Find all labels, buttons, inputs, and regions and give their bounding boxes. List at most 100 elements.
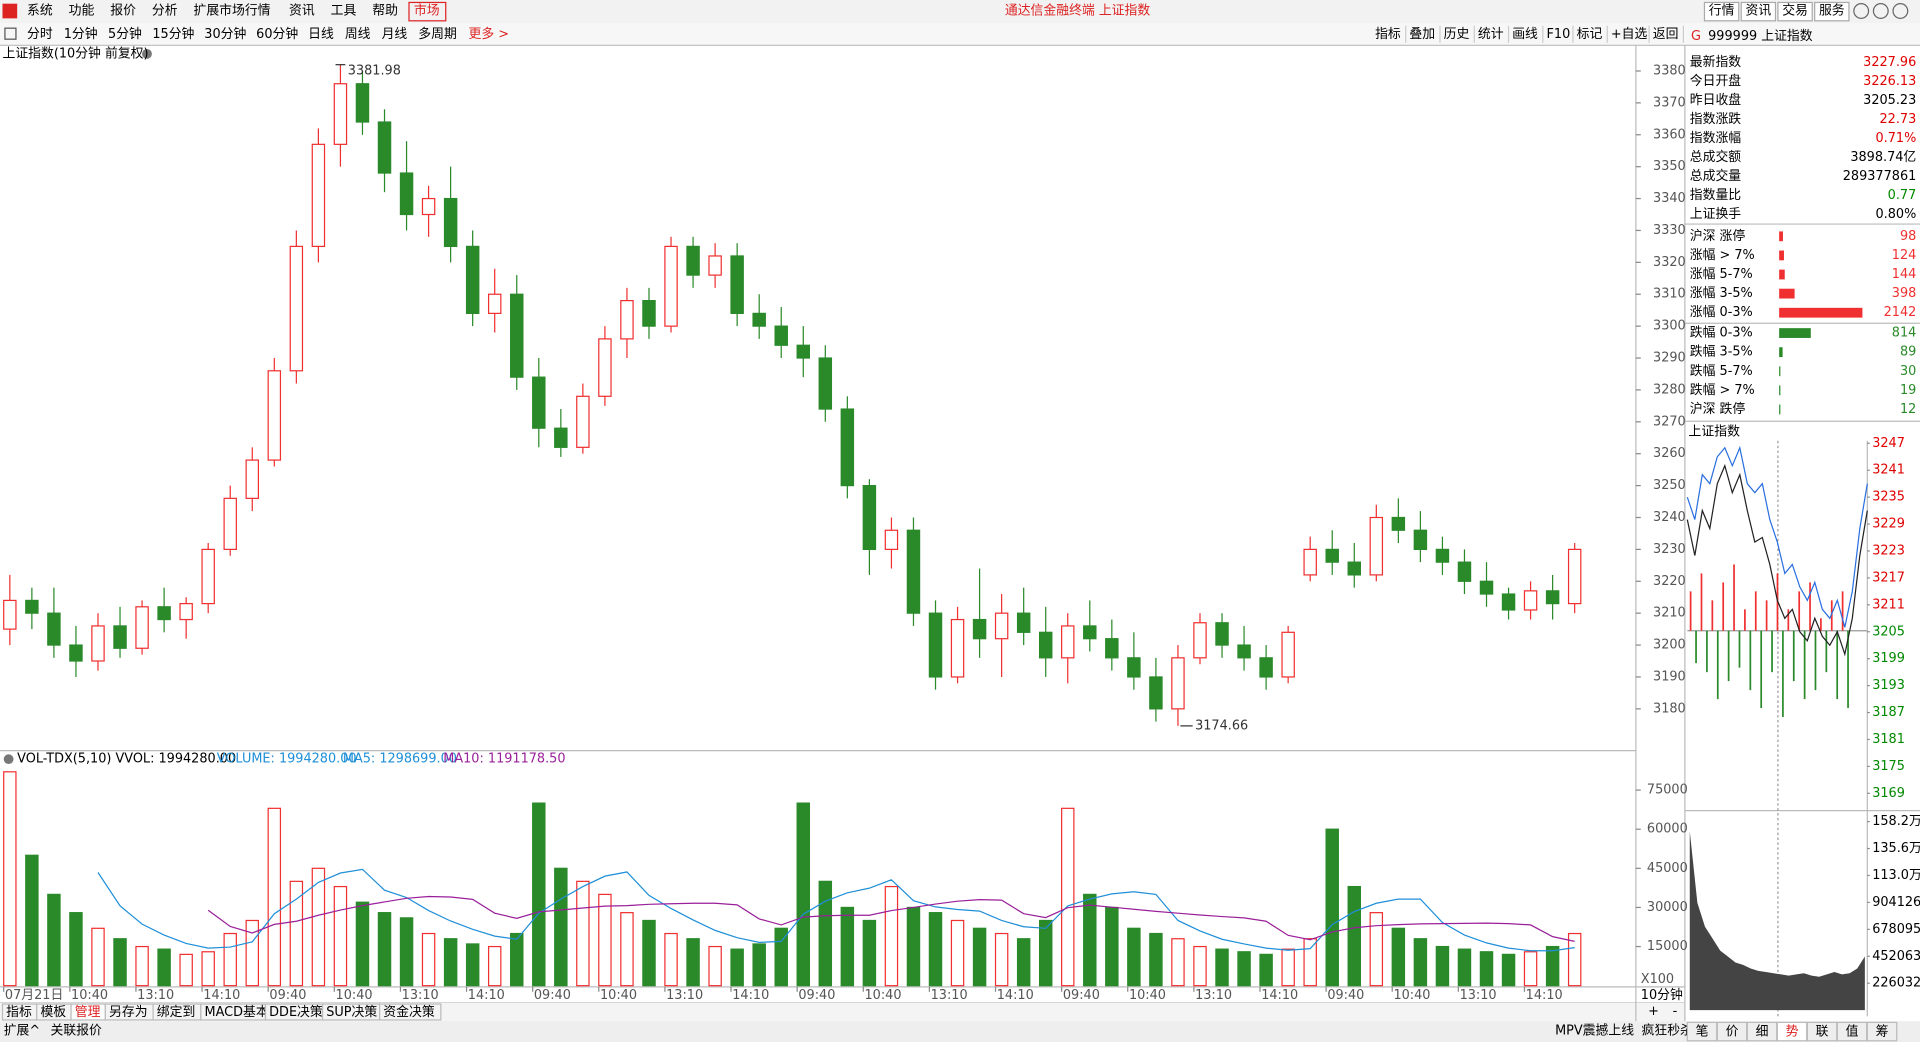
volume-bar: [928, 912, 943, 987]
status-tab-label[interactable]: 价: [1726, 1025, 1739, 1040]
status-tab-label[interactable]: 筹: [1876, 1024, 1889, 1040]
tool-button[interactable]: 叠加: [1409, 27, 1435, 42]
status-item[interactable]: 关联报价: [50, 1023, 102, 1038]
status-tab-label[interactable]: 联: [1816, 1025, 1829, 1040]
period-button[interactable]: 15分钟: [152, 26, 194, 42]
status-tab-label[interactable]: 势: [1786, 1024, 1799, 1040]
candle-body: [1281, 631, 1295, 678]
top-button[interactable]: [1703, 1, 1740, 22]
candle-body: [1127, 657, 1141, 678]
zoom-out[interactable]: -: [1673, 1004, 1678, 1019]
more-button[interactable]: 更多 >: [469, 27, 510, 42]
tool-button[interactable]: F10: [1547, 27, 1571, 42]
menu-item[interactable]: 报价: [110, 4, 136, 19]
candle-body: [664, 245, 678, 327]
menu-item[interactable]: 帮助: [372, 4, 398, 19]
promo-link[interactable]: MPV震撼上线: [1555, 1023, 1634, 1038]
mini-y-tick-label: 3199: [1872, 651, 1905, 666]
volume-bar: [1545, 945, 1560, 987]
mini-bar: [1689, 591, 1692, 631]
tool-button[interactable]: 指标: [1375, 27, 1401, 42]
tab-label[interactable]: 绑定到: [157, 1005, 196, 1020]
tool-button[interactable]: +自选: [1611, 27, 1648, 42]
tab-label[interactable]: DDE决策: [269, 1004, 323, 1020]
candle-body: [1457, 561, 1472, 582]
tool-button[interactable]: 标记: [1577, 27, 1603, 42]
candle-body: [113, 625, 127, 649]
period-button[interactable]: 分时: [27, 27, 53, 42]
menu-item[interactable]: 功能: [69, 4, 95, 19]
mini-bar: [1798, 591, 1801, 631]
period-button[interactable]: 60分钟: [256, 26, 298, 42]
tool-button[interactable]: 统计: [1478, 27, 1504, 42]
tool-button[interactable]: 画线: [1512, 27, 1538, 42]
top-button-label[interactable]: 服务: [1819, 3, 1845, 19]
status-tab-label[interactable]: 值: [1846, 1024, 1859, 1040]
period-button[interactable]: 多周期: [418, 27, 457, 42]
candle-body: [1303, 548, 1317, 576]
period-button[interactable]: 日线: [308, 27, 334, 42]
period-button[interactable]: 5分钟: [108, 26, 142, 42]
volume-bar: [1105, 906, 1119, 987]
breadth-value: 30: [1900, 364, 1916, 379]
status-tab-label[interactable]: 细: [1756, 1025, 1769, 1040]
top-button-label[interactable]: 行情: [1709, 4, 1735, 19]
status-tab-label[interactable]: 笔: [1696, 1024, 1709, 1040]
maximize[interactable]: [1872, 3, 1889, 19]
market-tab[interactable]: [408, 1, 447, 22]
tab-label[interactable]: 另存为: [109, 1005, 148, 1020]
tab-label[interactable]: 模板: [40, 1005, 66, 1020]
promo-link[interactable]: 疯狂秒杀: [1642, 1022, 1694, 1038]
menu-item[interactable]: 系统: [27, 4, 53, 19]
top-button-label[interactable]: 交易: [1782, 3, 1808, 19]
menu-item[interactable]: 扩展市场行情: [193, 3, 270, 19]
mini-bar: [1847, 630, 1849, 709]
period-button[interactable]: 月线: [382, 27, 408, 42]
volume-bar: [972, 927, 987, 987]
quote-label: 昨日收盘: [1690, 92, 1742, 108]
top-button[interactable]: [1740, 1, 1777, 22]
tab-label[interactable]: 资金决策: [383, 1004, 435, 1020]
x-tick-label: 13:10: [137, 988, 174, 1003]
period-button[interactable]: 周线: [345, 27, 371, 42]
market-tab-label[interactable]: 市场: [414, 3, 440, 19]
breadth-bar: [1779, 250, 1784, 261]
period-button[interactable]: 30分钟: [204, 26, 246, 42]
y-tick-label: 45000: [1647, 861, 1688, 876]
tab[interactable]: [379, 1003, 442, 1021]
tool-button[interactable]: 返回: [1653, 27, 1679, 42]
candle-body: [1171, 657, 1185, 710]
status-tab[interactable]: [1866, 1021, 1898, 1042]
x-tick-label: 13:10: [1460, 988, 1497, 1003]
candle-body: [1016, 612, 1031, 633]
top-button[interactable]: [1777, 1, 1813, 22]
breadth-label: 跌幅 3-5%: [1690, 344, 1753, 360]
mini-bar: [1700, 573, 1703, 631]
x-tick-label: 13:10: [666, 988, 703, 1003]
period-button[interactable]: 1分钟: [64, 26, 98, 42]
tab-label[interactable]: SUP决策: [326, 1004, 377, 1020]
candle-body: [135, 606, 149, 649]
candle-body: [928, 612, 943, 678]
mini-bar: [1711, 600, 1714, 631]
candle-body: [642, 300, 656, 327]
zoom-in[interactable]: +: [1648, 1004, 1659, 1019]
mini-bar: [1787, 609, 1790, 631]
close[interactable]: [1892, 3, 1909, 19]
candle-body: [950, 618, 965, 678]
top-button-label[interactable]: 资讯: [1745, 4, 1771, 19]
menu-item[interactable]: 工具: [331, 4, 357, 19]
menu-item[interactable]: 资讯: [289, 4, 315, 19]
minimize[interactable]: [1853, 3, 1870, 19]
top-button[interactable]: [1814, 1, 1850, 22]
tab-label[interactable]: 指标: [6, 1005, 32, 1020]
tab-label[interactable]: MACD基本: [205, 1005, 269, 1020]
mini-y-tick-label: 3169: [1872, 786, 1905, 801]
candle-body: [179, 602, 193, 621]
menu-item[interactable]: 分析: [152, 4, 178, 19]
tool-button[interactable]: 历史: [1444, 27, 1470, 42]
status-item[interactable]: 扩展^: [4, 1023, 40, 1038]
tab-label[interactable]: 管理: [75, 1005, 101, 1020]
mini-bar: [1809, 582, 1811, 631]
